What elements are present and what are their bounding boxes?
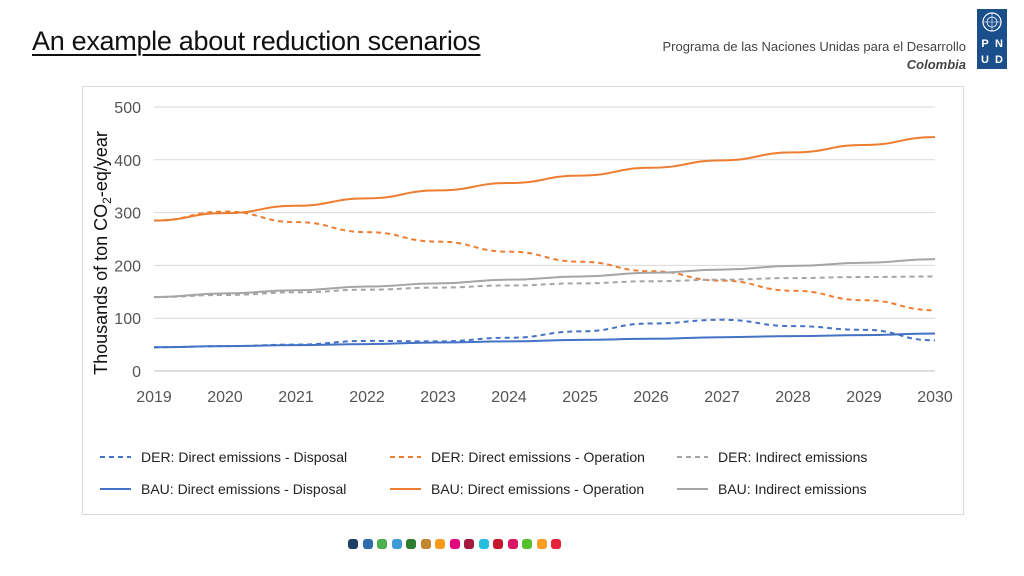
org-line: Programa de las Naciones Unidas para el … — [662, 39, 966, 54]
series-line-3 — [153, 275, 936, 299]
sdg-dot — [478, 539, 489, 549]
y-axis-label: Thousands of ton CO2-eq/year — [91, 131, 114, 375]
x-tick-label: 2026 — [633, 389, 669, 406]
x-tick-label: 2021 — [278, 389, 314, 406]
sdg-dot — [348, 539, 358, 549]
x-tick-label: 2030 — [917, 389, 953, 406]
x-tick-label: 2025 — [562, 389, 598, 406]
y-tick-label: 400 — [114, 153, 141, 170]
series-line-5 — [153, 136, 936, 222]
sdg-dot — [464, 539, 474, 549]
sdg-dot — [391, 539, 402, 549]
y-tick-label: 500 — [114, 100, 141, 117]
y-tick-label: 300 — [114, 206, 141, 223]
legend-label: BAU: Direct emissions - Disposal — [141, 481, 346, 497]
x-tick-label: 2029 — [846, 389, 882, 406]
x-tick-label: 2020 — [207, 389, 243, 406]
legend-label: BAU: Indirect emissions — [718, 481, 867, 497]
sdg-dot — [536, 539, 547, 549]
undp-logo: P N U D — [977, 9, 1007, 69]
legend-label: BAU: Direct emissions - Operation — [431, 481, 644, 497]
sdg-dot — [507, 539, 518, 549]
x-tick-label: 2024 — [491, 389, 527, 406]
legend-label: DER: Direct emissions - Disposal — [141, 449, 347, 465]
legend-label: DER: Indirect emissions — [718, 449, 867, 465]
x-tick-label: 2023 — [420, 389, 456, 406]
logo-letter: D — [995, 54, 1003, 66]
sdg-dot — [493, 539, 503, 549]
logo-letter: U — [981, 54, 989, 66]
chart-container: 0 100 200 300 400 500 2019 2020 2021 2022 2023 202… — [82, 86, 964, 515]
x-tick-label: 2028 — [775, 389, 811, 406]
sdg-dot — [522, 539, 532, 549]
sdg-dot — [377, 539, 387, 549]
sdg-dot — [551, 539, 561, 549]
sdg-dot — [449, 539, 460, 549]
series-line-6 — [153, 258, 936, 299]
sdg-dot — [420, 539, 431, 549]
un-emblem-icon — [982, 12, 1002, 32]
sdg-dot — [435, 539, 445, 549]
sdg-dot — [362, 539, 373, 549]
series-line-1 — [153, 318, 936, 349]
sdg-dot — [406, 539, 416, 549]
org-country: Colombia — [906, 57, 966, 72]
org-name: Programa de las Naciones Unidas para el … — [663, 38, 966, 74]
x-tick-label: 2019 — [136, 389, 172, 406]
series-line-4 — [153, 332, 936, 349]
emissions-chart: 0 100 200 300 400 500 2019 2020 2021 2022 2023 202… — [91, 100, 953, 497]
x-tick-label: 2022 — [349, 389, 385, 406]
logo-letter: N — [995, 38, 1003, 50]
series-line-2 — [153, 210, 936, 312]
y-tick-label: 200 — [114, 258, 141, 275]
x-tick-label: 2027 — [704, 389, 740, 406]
y-tick-label: 100 — [114, 311, 141, 328]
legend-label: DER: Direct emissions - Operation — [431, 449, 645, 465]
logo-letter: P — [981, 38, 989, 50]
y-tick-label: 0 — [132, 364, 141, 381]
page-title: An example about reduction scenarios — [32, 26, 481, 56]
